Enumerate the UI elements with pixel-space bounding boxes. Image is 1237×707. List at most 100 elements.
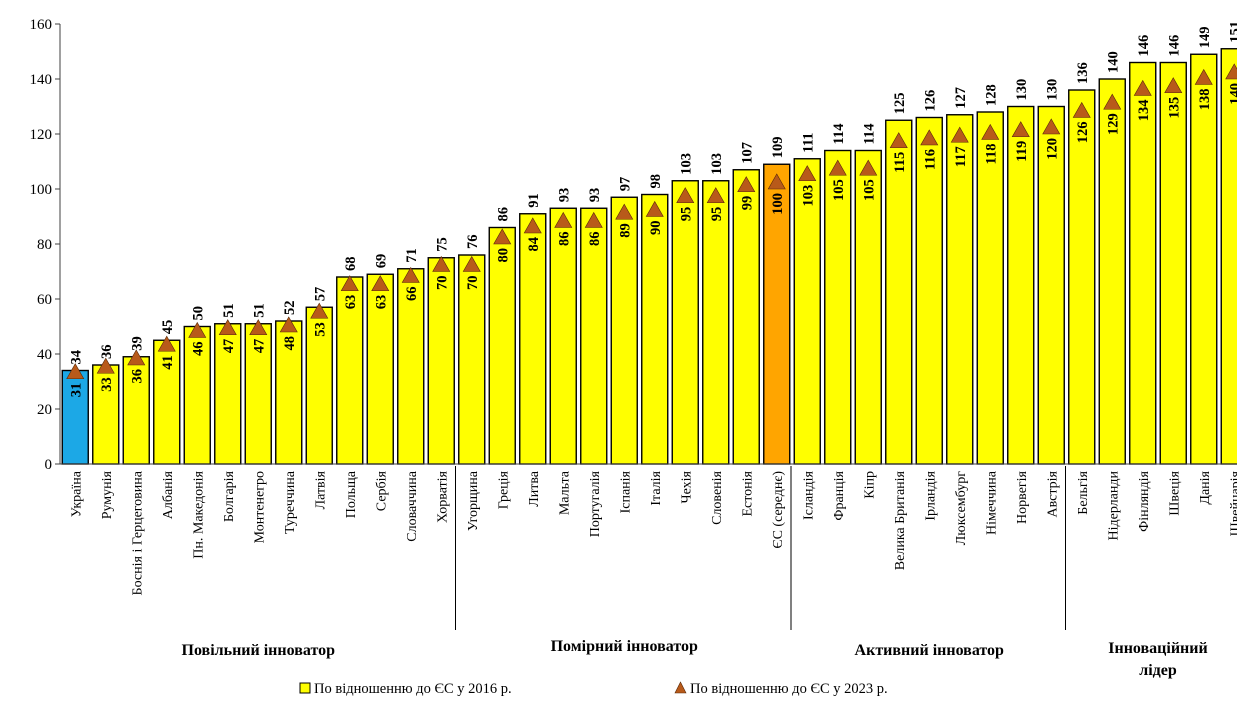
value-label-2023: 53	[312, 322, 328, 337]
value-label-2016: 111	[800, 133, 816, 153]
value-label-2023: 140	[1227, 83, 1237, 105]
value-label-2016: 52	[282, 301, 298, 316]
value-label-2016: 68	[343, 257, 359, 272]
value-label-2016: 114	[861, 124, 877, 145]
y-tick-label: 20	[37, 402, 52, 418]
y-tick-label: 40	[37, 347, 52, 363]
bar-2016	[671, 180, 699, 465]
value-label-2023: 66	[404, 287, 420, 302]
value-label-2016: 50	[190, 306, 206, 321]
category-label: Польща	[344, 470, 359, 518]
legend-bar-swatch	[299, 682, 311, 694]
value-label-2023: 86	[587, 232, 603, 247]
value-label-2016: 103	[709, 153, 725, 175]
value-label-2016: 57	[312, 287, 328, 302]
bar-2016	[580, 207, 608, 465]
triangle-2023	[737, 176, 756, 193]
value-label-2016: 128	[983, 84, 999, 106]
y-tick-label: 100	[30, 182, 53, 198]
triangle-2023	[859, 159, 878, 176]
category-label: Нідерланди	[1106, 471, 1121, 541]
triangle-2023	[1164, 77, 1183, 94]
value-label-2016: 39	[129, 336, 145, 351]
triangle-2023	[340, 275, 359, 292]
triangle-2023	[188, 321, 207, 338]
category-label: Монтенегро	[252, 471, 267, 543]
triangle-2023	[127, 349, 146, 366]
bar-2016	[854, 149, 882, 465]
value-label-2023: 103	[800, 185, 816, 207]
x-axis: Україна Румунія Боснія і Герцеговина Албані…	[60, 463, 1237, 595]
y-tick-label: 60	[37, 292, 52, 308]
value-label-2023: 33	[99, 377, 115, 392]
legend-triangle-label: По відношенню до ЄС у 2023 р.	[690, 681, 888, 697]
category-label: Хорватія	[435, 470, 450, 523]
category-label: Угорщина	[466, 470, 481, 531]
value-label-2023: 89	[617, 223, 633, 238]
bar-2016	[427, 257, 455, 465]
group-labels: Повільний інноватор Помірний інноватор Акт…	[182, 466, 1208, 679]
value-label-2023: 117	[953, 146, 969, 167]
triangle-2023	[828, 159, 847, 176]
bar-2016	[1007, 105, 1035, 465]
category-label: Франція	[832, 470, 847, 520]
value-label-2023: 95	[678, 207, 694, 222]
bar-2016	[1220, 48, 1237, 465]
bar-2016	[1098, 78, 1126, 465]
category-label: Сербія	[374, 470, 389, 511]
bar-2016	[214, 323, 242, 465]
category-label: Ісландія	[801, 470, 816, 520]
category-label: Швейцарія	[1228, 470, 1237, 536]
category-label: Швеція	[1167, 470, 1182, 515]
value-label-2016: 93	[556, 188, 572, 203]
triangle-2023	[432, 255, 451, 272]
value-label-2023: 47	[251, 339, 267, 354]
category-label: Бельгія	[1076, 470, 1091, 514]
value-label-2016: 98	[648, 174, 664, 189]
value-label-2023: 84	[526, 237, 542, 252]
triangle-2023	[310, 302, 329, 319]
category-label: ЄС (середнє)	[771, 471, 786, 549]
value-label-2016: 91	[526, 193, 542, 208]
triangle-2023	[249, 319, 268, 336]
category-label: Австрія	[1045, 470, 1060, 517]
bar-2016	[793, 158, 821, 465]
triangle-2023	[676, 187, 695, 204]
triangle-2023	[157, 335, 176, 352]
triangle-2023	[889, 132, 908, 149]
triangle-2023	[554, 211, 573, 228]
category-label: Болгарія	[222, 470, 237, 522]
value-label-2023: 90	[648, 221, 664, 236]
value-label-2023: 116	[922, 149, 938, 170]
triangle-2023	[1011, 121, 1030, 138]
bar-2016	[763, 163, 791, 465]
value-label-2023: 70	[465, 276, 481, 291]
y-axis: 0 20 40 60 80 100 120 140 160	[30, 17, 61, 473]
value-label-2016: 146	[1136, 35, 1152, 57]
category-label: Кіпр	[862, 471, 877, 499]
group-label: лідер	[1139, 662, 1177, 679]
category-label: Іспанія	[618, 470, 633, 513]
value-label-2016: 136	[1075, 62, 1091, 84]
bar-2016	[1159, 61, 1187, 465]
bar-2016	[397, 268, 425, 465]
value-label-2016: 97	[617, 177, 633, 192]
triangle-2023	[767, 173, 786, 190]
triangle-2023	[920, 129, 939, 146]
triangle-2023	[1042, 118, 1061, 135]
triangle-2023	[981, 123, 1000, 140]
y-tick-label: 80	[37, 237, 52, 253]
category-label: Велика Британія	[893, 470, 908, 570]
category-label: Люксембург	[954, 471, 969, 545]
value-label-2023: 48	[282, 336, 298, 351]
value-label-2016: 149	[1197, 27, 1213, 49]
value-labels: 34 31 36 33 39 36 45 41 50 46 51 47 51 47 52 48 57 53 68 63…	[68, 21, 1237, 397]
value-label-2023: 135	[1166, 97, 1182, 119]
category-label: Албанія	[161, 470, 176, 519]
value-label-2016: 130	[1014, 79, 1030, 101]
value-label-2016: 86	[495, 207, 511, 222]
category-label: Румунія	[100, 470, 115, 519]
y-tick-label: 0	[45, 457, 53, 473]
bar-2016	[305, 306, 333, 465]
